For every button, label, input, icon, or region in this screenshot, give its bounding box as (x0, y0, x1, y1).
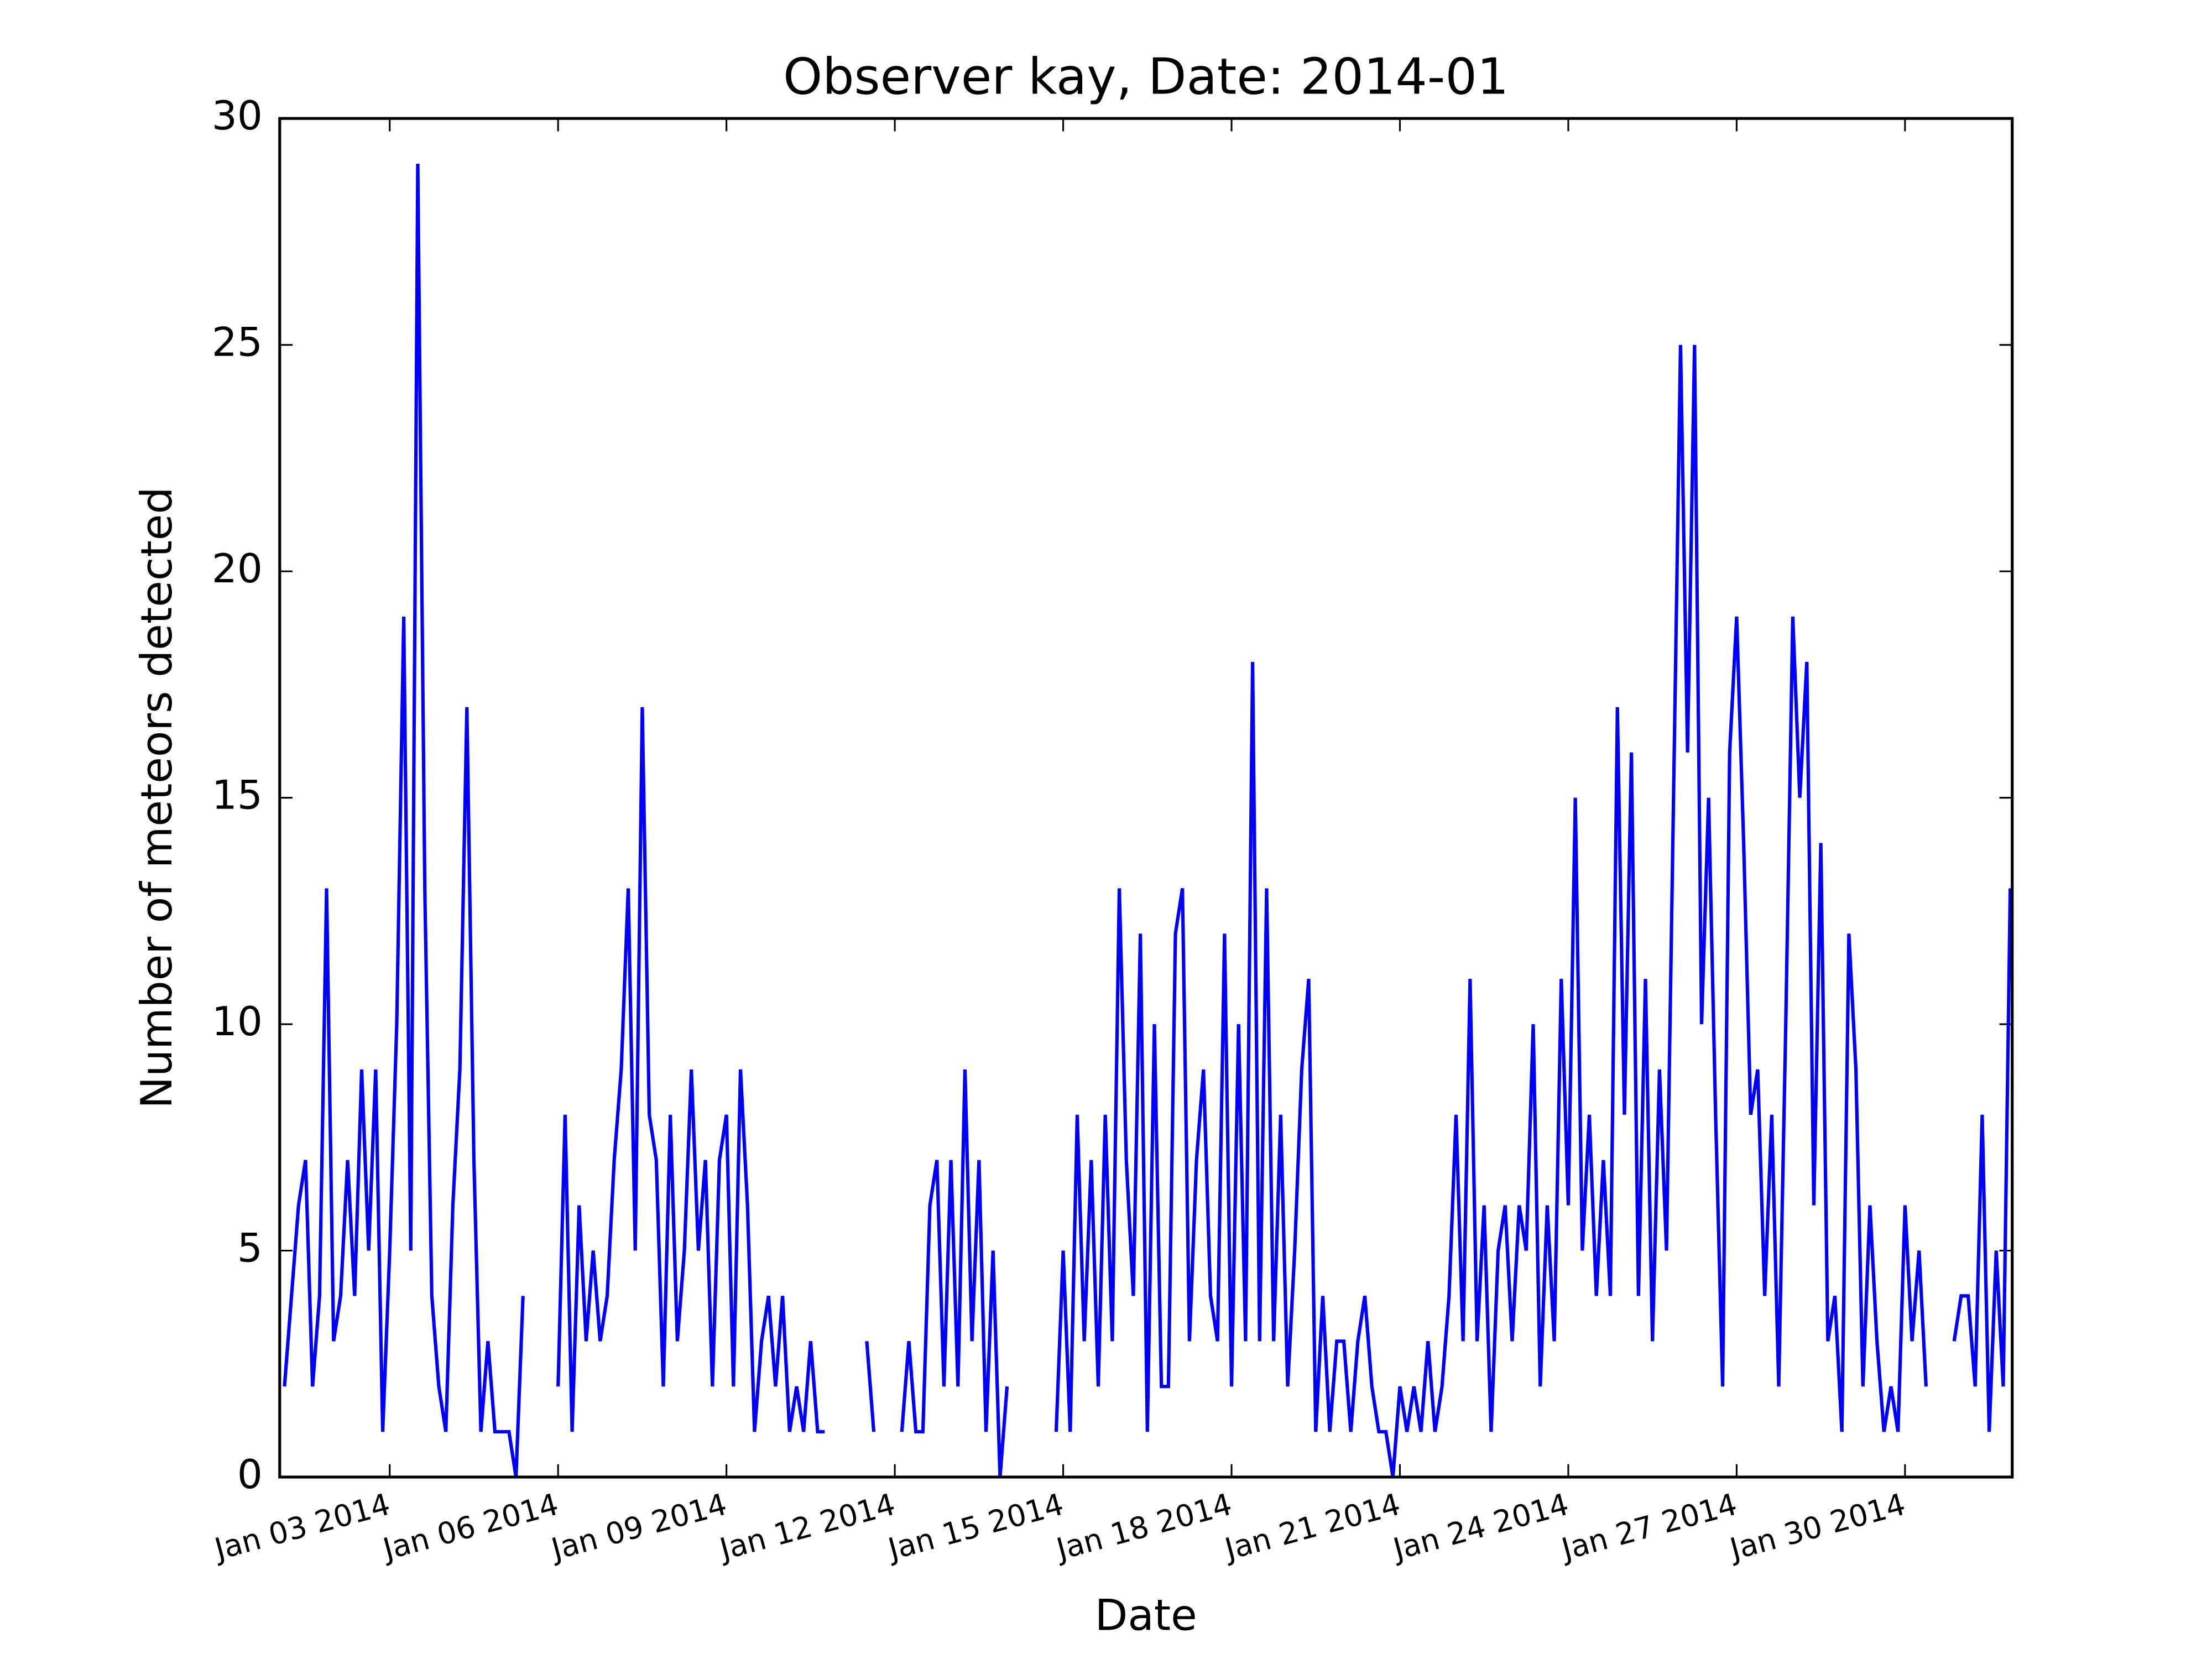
y-tick-label: 30 (212, 93, 263, 139)
x-axis-label: Date (1095, 1590, 1197, 1640)
y-tick-label: 5 (237, 1225, 263, 1272)
y-tick-label: 20 (212, 546, 263, 592)
y-tick-label: 15 (212, 773, 263, 819)
y-axis-label: Number of meteors detected (132, 487, 182, 1108)
y-tick-label: 0 (237, 1452, 263, 1498)
y-tick-label: 10 (212, 999, 263, 1045)
chart-title: Observer kay, Date: 2014-01 (783, 48, 1509, 106)
y-tick-label: 25 (212, 320, 263, 366)
data-line (283, 164, 2012, 1478)
plot-frame (278, 117, 2014, 1479)
